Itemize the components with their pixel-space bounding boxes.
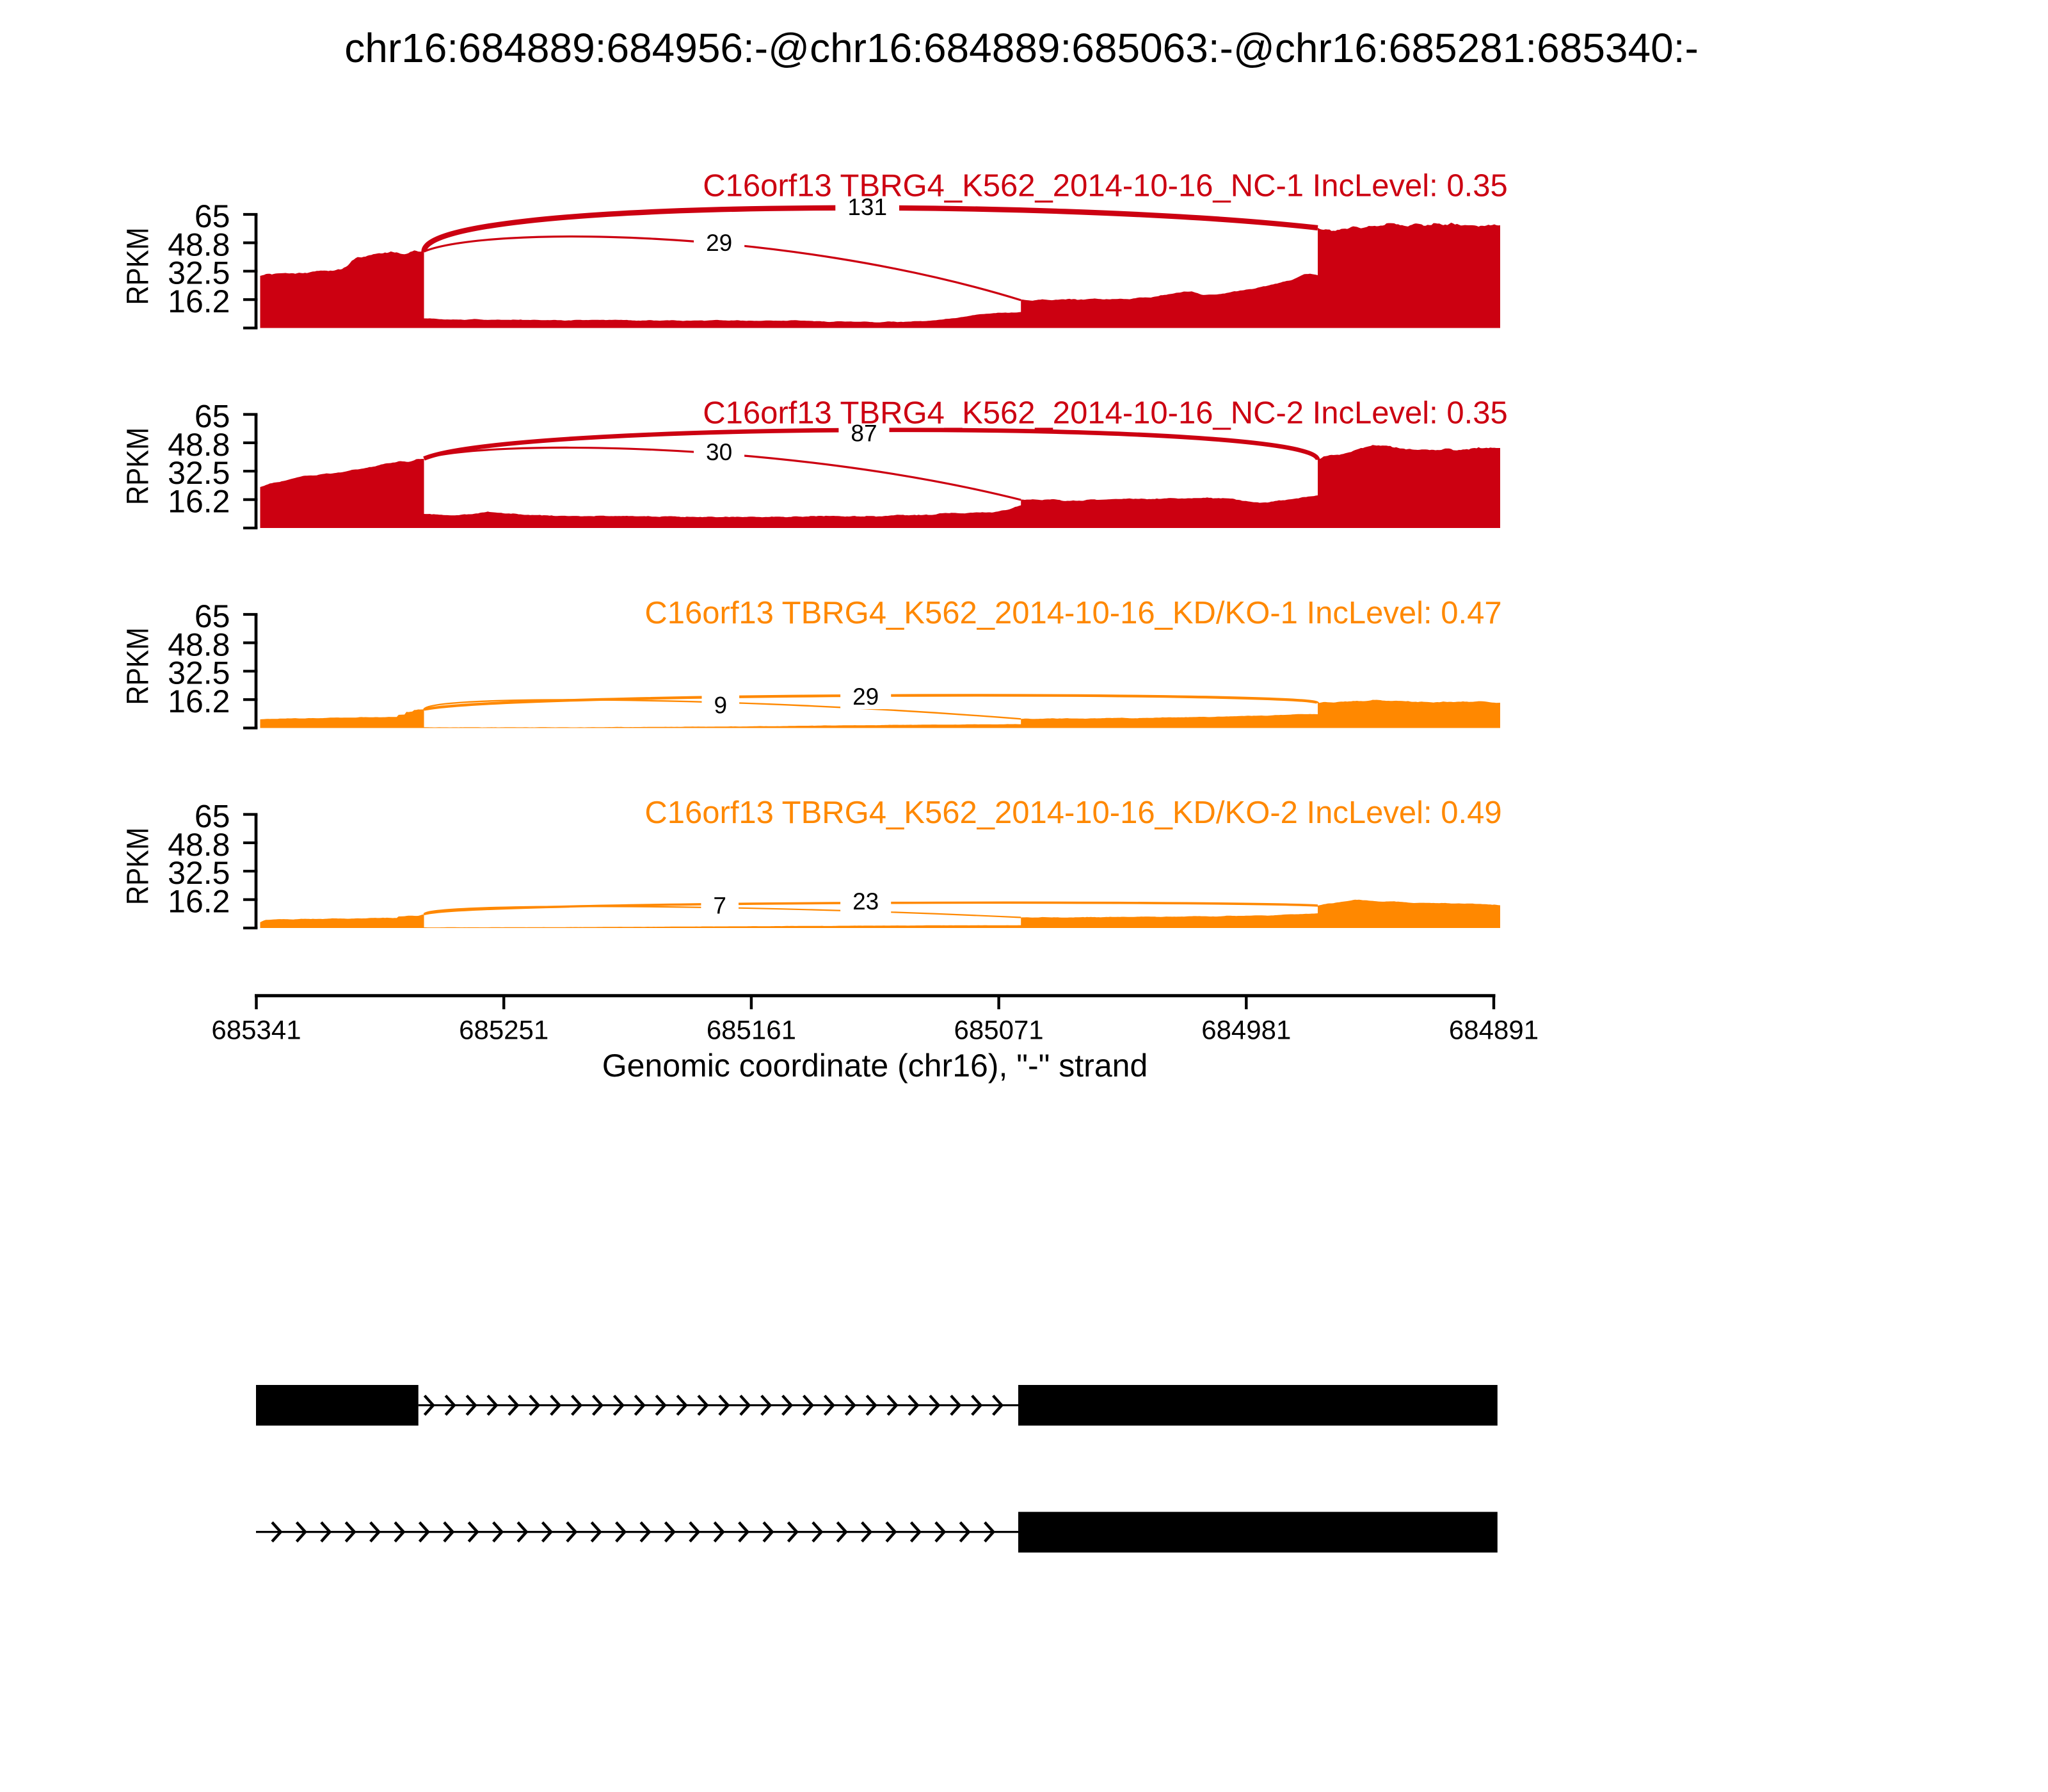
svg-text:RPKM: RPKM — [120, 627, 155, 705]
svg-text:32.5: 32.5 — [168, 255, 230, 291]
svg-text:48.8: 48.8 — [168, 627, 230, 662]
svg-text:16.2: 16.2 — [168, 284, 230, 319]
svg-text:RPKM: RPKM — [120, 428, 155, 505]
svg-text:685071: 685071 — [954, 1015, 1044, 1045]
svg-text:48.8: 48.8 — [168, 827, 230, 863]
svg-text:32.5: 32.5 — [168, 455, 230, 491]
svg-text:65: 65 — [195, 198, 230, 234]
svg-text:684891: 684891 — [1449, 1015, 1539, 1045]
svg-text:RPKM: RPKM — [120, 828, 155, 905]
svg-text:32.5: 32.5 — [168, 655, 230, 691]
svg-text:29: 29 — [706, 230, 732, 256]
svg-text:29: 29 — [852, 684, 879, 710]
svg-text:9: 9 — [714, 692, 728, 718]
svg-text:685251: 685251 — [459, 1015, 548, 1045]
svg-text:48.8: 48.8 — [168, 427, 230, 463]
svg-text:65: 65 — [195, 399, 230, 435]
svg-text:48.8: 48.8 — [168, 227, 230, 262]
svg-text:C16orf13 TBRG4_K562_2014-10-16: C16orf13 TBRG4_K562_2014-10-16_KD/KO-1 I… — [644, 596, 1501, 630]
svg-text:32.5: 32.5 — [168, 855, 230, 891]
svg-text:87: 87 — [851, 420, 877, 447]
svg-text:7: 7 — [713, 893, 726, 919]
svg-text:chr16:684889:684956:-@chr16:68: chr16:684889:684956:-@chr16:684889:68506… — [344, 25, 1699, 71]
svg-text:C16orf13 TBRG4_K562_2014-10-16: C16orf13 TBRG4_K562_2014-10-16_NC-1 IncL… — [703, 169, 1508, 204]
svg-text:C16orf13 TBRG4_K562_2014-10-16: C16orf13 TBRG4_K562_2014-10-16_KD/KO-2 I… — [644, 796, 1501, 830]
svg-text:RPKM: RPKM — [120, 227, 155, 305]
svg-text:684981: 684981 — [1201, 1015, 1291, 1045]
svg-text:30: 30 — [706, 439, 732, 465]
svg-text:65: 65 — [195, 799, 230, 835]
svg-text:16.2: 16.2 — [168, 684, 230, 719]
svg-text:Genomic coordinate (chr16), "-: Genomic coordinate (chr16), "-" strand — [602, 1048, 1148, 1084]
svg-text:16.2: 16.2 — [168, 884, 230, 920]
svg-text:16.2: 16.2 — [168, 484, 230, 520]
svg-text:685161: 685161 — [707, 1015, 796, 1045]
svg-text:C16orf13 TBRG4_K562_2014-10-16: C16orf13 TBRG4_K562_2014-10-16_NC-2 IncL… — [703, 396, 1508, 430]
svg-text:23: 23 — [852, 888, 879, 915]
svg-text:131: 131 — [847, 194, 887, 220]
svg-text:65: 65 — [195, 598, 230, 634]
svg-text:685341: 685341 — [211, 1015, 301, 1045]
